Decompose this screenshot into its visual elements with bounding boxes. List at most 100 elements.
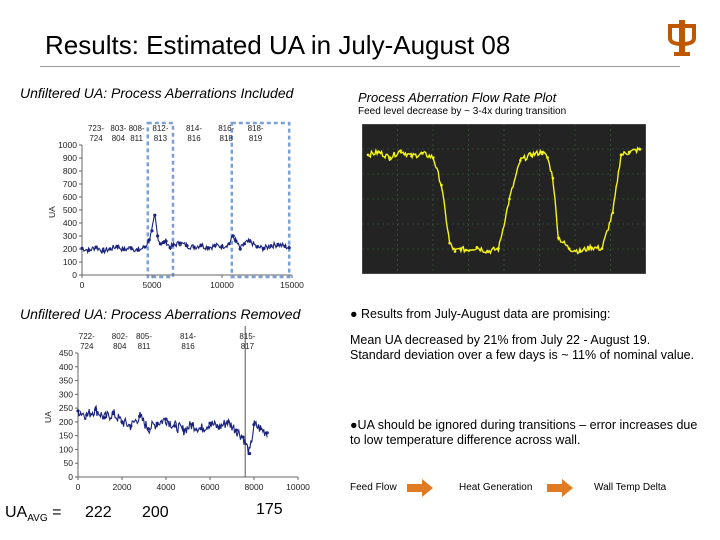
y-tick-label: 500 bbox=[63, 205, 77, 215]
date-label: 802- bbox=[112, 332, 128, 341]
data-point bbox=[206, 246, 210, 250]
date-label: 819 bbox=[249, 134, 263, 143]
ut-longhorn-logo-icon: UT bbox=[668, 20, 696, 62]
data-point bbox=[102, 416, 106, 420]
data-point bbox=[146, 427, 150, 431]
data-point bbox=[459, 247, 462, 250]
ua-avg-value-1: 222 bbox=[85, 504, 112, 521]
data-point bbox=[453, 250, 457, 253]
ua-avg-value-2: 200 bbox=[142, 504, 169, 521]
title-rule bbox=[40, 66, 680, 67]
bullet-results: ● Results from July-August data are prom… bbox=[350, 307, 611, 321]
y-tick-label: 100 bbox=[59, 444, 73, 454]
flow-heat-label: Heat Generation bbox=[459, 482, 533, 493]
data-point bbox=[226, 420, 230, 424]
data-point bbox=[262, 246, 266, 250]
data-point bbox=[168, 246, 172, 250]
slide-title: Results: Estimated UA in July-August 08 bbox=[45, 30, 511, 60]
y-tick-label: 1000 bbox=[58, 140, 77, 150]
data-point bbox=[129, 424, 133, 428]
data-point bbox=[156, 234, 160, 238]
chart2-note: Feed level decrease by ~ 3-4x during tra… bbox=[358, 106, 567, 117]
data-point bbox=[255, 245, 259, 249]
y-tick-label: 200 bbox=[63, 244, 77, 254]
data-point bbox=[199, 243, 203, 247]
y-tick-label: 450 bbox=[59, 348, 73, 358]
series-line bbox=[367, 146, 641, 255]
data-point bbox=[366, 153, 370, 157]
data-point bbox=[377, 150, 381, 154]
data-point bbox=[190, 423, 194, 427]
series-line bbox=[77, 404, 268, 455]
y-tick-label: 100 bbox=[63, 257, 77, 267]
chart1-heading: Unfiltered UA: Process Aberrations Inclu… bbox=[20, 85, 294, 101]
x-tick-label: 10000 bbox=[286, 482, 310, 492]
data-point bbox=[101, 249, 105, 253]
y-tick-label: 400 bbox=[63, 218, 77, 228]
data-point bbox=[115, 244, 119, 248]
data-point bbox=[155, 421, 159, 425]
data-point bbox=[540, 150, 544, 154]
x-tick-label: 0 bbox=[80, 280, 85, 290]
data-point bbox=[158, 242, 162, 246]
y-axis-label: UA bbox=[43, 411, 53, 423]
date-label: 805- bbox=[136, 332, 152, 341]
data-point bbox=[248, 451, 252, 456]
data-point bbox=[399, 149, 402, 152]
date-label: 818- bbox=[248, 124, 264, 133]
data-point bbox=[519, 159, 522, 162]
y-tick-label: 300 bbox=[63, 231, 77, 241]
ua-avg-label: UAAVG = bbox=[5, 504, 62, 525]
flow-walltemp-label: Wall Temp Delta bbox=[594, 482, 667, 493]
y-tick-label: 250 bbox=[59, 403, 73, 413]
data-point bbox=[164, 239, 168, 243]
data-point bbox=[529, 153, 533, 157]
data-point bbox=[153, 213, 157, 217]
data-point bbox=[619, 153, 623, 157]
data-point bbox=[122, 248, 126, 252]
date-label: 816 bbox=[187, 134, 201, 143]
y-tick-label: 150 bbox=[59, 431, 73, 441]
y-tick-label: 400 bbox=[59, 362, 73, 372]
y-tick-label: 200 bbox=[59, 417, 73, 427]
data-point bbox=[276, 242, 280, 247]
data-point bbox=[638, 148, 642, 151]
data-point bbox=[138, 414, 142, 418]
data-point bbox=[147, 238, 151, 242]
data-point bbox=[231, 234, 235, 238]
data-point bbox=[448, 241, 451, 245]
svg-text:UT: UT bbox=[682, 58, 686, 62]
data-point bbox=[567, 247, 571, 250]
data-point bbox=[248, 239, 252, 243]
date-label: 724 bbox=[80, 342, 94, 351]
x-tick-label: 8000 bbox=[245, 482, 264, 492]
y-axis-label: UA bbox=[47, 206, 57, 218]
date-label: 804 bbox=[112, 134, 126, 143]
data-point bbox=[80, 246, 84, 250]
data-point bbox=[497, 247, 500, 250]
data-point bbox=[464, 248, 468, 252]
date-label: 724 bbox=[89, 134, 103, 143]
x-tick-label: 4000 bbox=[157, 482, 176, 492]
y-tick-label: 900 bbox=[63, 153, 77, 163]
y-tick-label: 600 bbox=[63, 192, 77, 202]
data-point bbox=[217, 425, 221, 429]
data-point bbox=[199, 427, 203, 431]
data-point bbox=[557, 236, 560, 239]
date-label: 722- bbox=[79, 332, 95, 341]
data-point bbox=[410, 154, 413, 158]
chart-flow-rate bbox=[362, 124, 646, 274]
data-point bbox=[486, 250, 489, 253]
data-point bbox=[94, 245, 98, 249]
date-label: 808- bbox=[129, 124, 145, 133]
data-point bbox=[143, 245, 147, 249]
chart3-heading: Unfiltered UA: Process Aberrations Remov… bbox=[20, 306, 301, 322]
data-point bbox=[234, 428, 238, 432]
date-label: 816- bbox=[218, 124, 234, 133]
x-tick-label: 10000 bbox=[210, 280, 234, 290]
y-tick-label: 0 bbox=[68, 472, 73, 482]
flow-arrow-icon bbox=[407, 479, 433, 497]
data-point bbox=[234, 239, 238, 243]
data-point bbox=[85, 413, 89, 417]
